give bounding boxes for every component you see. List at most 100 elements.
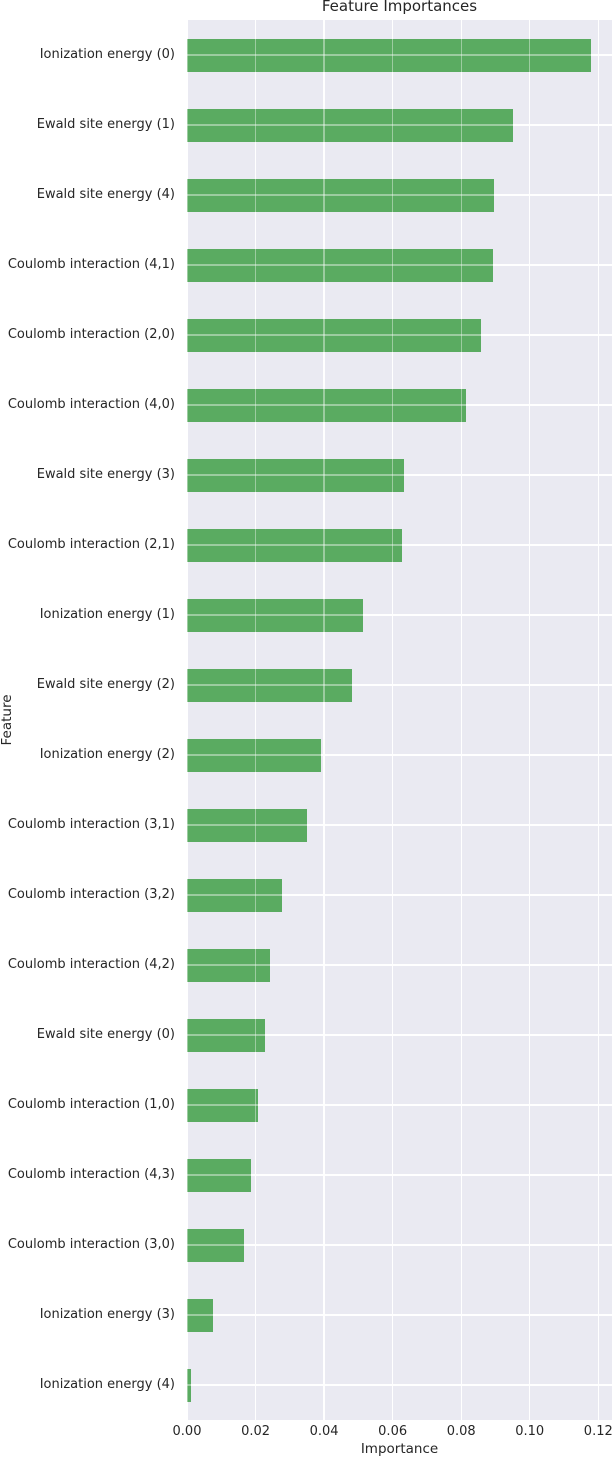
y-gridline-overlay [187,1314,612,1316]
y-tick-label: Ewald site energy (4) [36,187,175,202]
y-tick-label: Ewald site energy (3) [36,467,175,482]
x-gridline-overlay [254,20,257,1420]
bar-coulomb-interaction-4-2- [187,948,270,982]
bar-coulomb-interaction-2-1- [187,528,403,562]
x-gridline [254,20,257,1420]
bar-ewald-site-energy-3- [187,458,404,492]
y-gridline-overlay [187,894,612,896]
x-gridline [323,20,325,1420]
bar-coulomb-interaction-1-0- [187,1088,258,1122]
bar-coulomb-interaction-4-3- [187,1158,252,1192]
y-tick-label: Coulomb interaction (2,1) [7,537,175,552]
y-gridline-overlay [187,544,612,546]
y-gridline [187,1174,612,1176]
plot-area [187,20,612,1420]
y-gridline-overlay [187,964,612,966]
y-tick-label: Ionization energy (4) [39,1377,175,1392]
x-tick-label: 0.06 [378,1424,408,1439]
y-gridline [187,894,612,896]
y-axis-label: Feature [0,694,15,746]
bar-ionization-energy-3- [187,1298,214,1332]
y-gridline-overlay [187,474,612,476]
y-tick-label: Coulomb interaction (1,0) [7,1097,175,1112]
x-tick-label: 0.08 [446,1424,476,1439]
bar-ionization-energy-0- [187,38,592,72]
bar-coulomb-interaction-2-0- [187,318,481,352]
y-gridline [187,964,612,966]
y-tick-label: Coulomb interaction (4,3) [7,1167,175,1182]
y-tick-label: Coulomb interaction (4,1) [7,257,175,272]
y-tick-label: Ewald site energy (2) [36,677,175,692]
bar-coulomb-interaction-3-0- [187,1228,244,1262]
y-tick-label: Ionization energy (1) [39,607,175,622]
y-gridline-overlay [187,824,612,826]
bar-coulomb-interaction-3-1- [187,808,307,842]
x-gridline-overlay [529,20,531,1420]
bar-ewald-site-energy-0- [187,1018,266,1052]
y-gridline-overlay [187,684,612,686]
y-axis-tick-labels: Ionization energy (0) Ewald site energy (… [0,20,181,1420]
x-tick-label: 0.00 [172,1424,202,1439]
y-tick-label: Coulomb interaction (2,0) [7,327,175,342]
x-gridline [460,20,462,1420]
bar-ewald-site-energy-2- [187,668,352,702]
x-gridline-overlay [323,20,325,1420]
x-tick-label: 0.04 [309,1424,339,1439]
x-tick-label: 0.10 [515,1424,545,1439]
y-gridline-overlay [187,1244,612,1246]
y-gridline-overlay [187,1174,612,1176]
x-gridline-overlay [597,20,599,1420]
y-tick-label: Coulomb interaction (3,1) [7,817,175,832]
bar-ionization-energy-2- [187,738,321,772]
y-gridline-overlay [187,194,612,196]
bar-coulomb-interaction-4-1- [187,248,493,282]
y-tick-label: Ionization energy (2) [39,747,175,762]
y-gridline-overlay [187,1384,612,1386]
y-tick-label: Ionization energy (0) [39,47,175,62]
y-gridline-overlay [187,754,612,756]
chart-title: Feature Importances [321,0,478,15]
bar-ionization-energy-4- [187,1368,191,1402]
bar-coulomb-interaction-4-0- [187,388,466,422]
y-gridline-overlay [187,404,612,406]
y-tick-label: Ewald site energy (0) [36,1027,175,1042]
y-tick-label: Ewald site energy (1) [36,117,175,132]
y-gridline-overlay [187,264,612,266]
y-tick-label: Coulomb interaction (4,2) [7,957,175,972]
x-gridline [529,20,531,1420]
x-gridline-overlay [460,20,462,1420]
x-gridline-overlay [391,20,394,1420]
y-gridline-overlay [187,614,612,616]
y-tick-label: Coulomb interaction (3,0) [7,1237,175,1252]
y-tick-label: Coulomb interaction (3,2) [7,887,175,902]
y-tick-label: Coulomb interaction (4,0) [7,397,175,412]
y-gridline [187,754,612,756]
x-gridline [187,20,188,1420]
y-gridline [187,1384,612,1386]
bar-coulomb-interaction-3-2- [187,878,282,912]
y-gridline [187,614,612,616]
x-axis-label: Importance [360,1441,439,1457]
y-gridline-overlay [187,54,612,56]
y-gridline [187,1034,612,1036]
x-gridline [597,20,599,1420]
y-gridline [187,1314,612,1316]
bar-ewald-site-energy-1- [187,108,513,142]
x-tick-label: 0.02 [241,1424,271,1439]
bar-ionization-energy-1- [187,598,363,632]
y-gridline-overlay [187,334,612,336]
x-gridline-overlay [187,20,188,1420]
y-gridline [187,1104,612,1106]
y-gridline-overlay [187,124,612,126]
y-gridline-overlay [187,1034,612,1036]
y-gridline [187,684,612,686]
x-axis-tick-labels: 0.00 0.02 0.04 0.06 0.08 0.10 0.12 [0,1424,612,1440]
y-gridline [187,824,612,826]
y-gridline-overlay [187,1104,612,1106]
x-tick-label: 0.12 [583,1424,612,1439]
x-gridline [391,20,394,1420]
y-tick-label: Ionization energy (3) [39,1307,175,1322]
bar-ewald-site-energy-4- [187,178,495,212]
y-gridline [187,1244,612,1246]
